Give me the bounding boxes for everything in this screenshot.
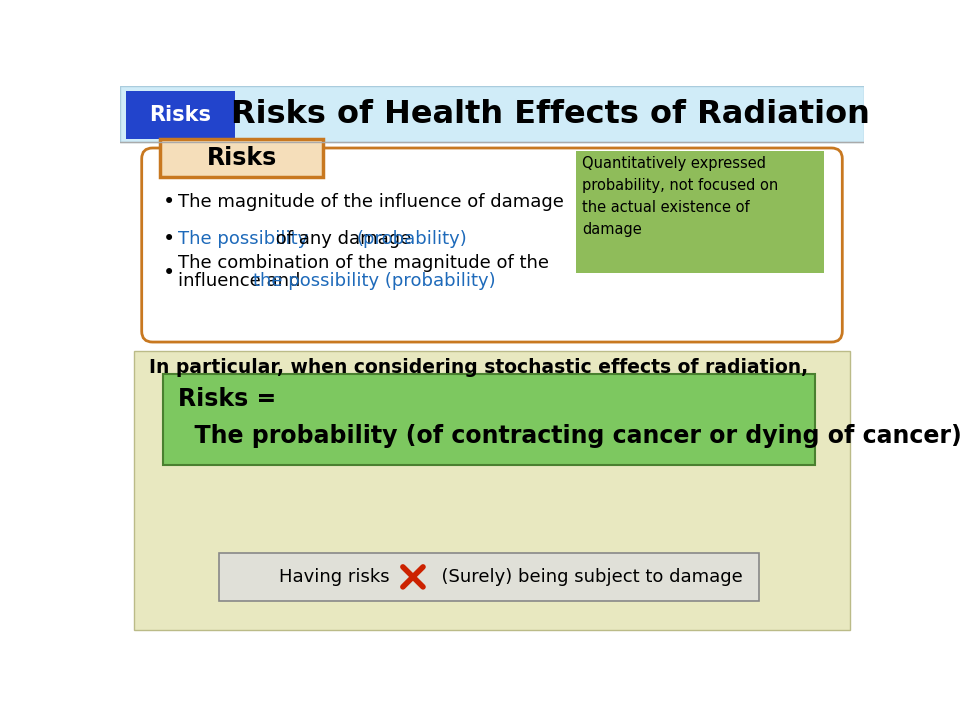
Text: Quantitatively expressed
probability, not focused on
the actual existence of
dam: Quantitatively expressed probability, no… [582,156,779,238]
Text: The combination of the magnitude of the: The combination of the magnitude of the [179,254,549,272]
Text: Risks: Risks [206,146,276,170]
Text: Risks: Risks [150,105,211,125]
Text: Risks =: Risks = [179,387,276,411]
Text: of any damage: of any damage [270,230,417,248]
Text: (probability): (probability) [356,230,468,248]
Text: the possibility (probability): the possibility (probability) [252,272,495,290]
Text: influence and: influence and [179,272,306,290]
Text: •: • [162,229,175,249]
Text: Having risks: Having risks [278,568,390,586]
FancyBboxPatch shape [219,553,758,600]
FancyBboxPatch shape [576,151,824,273]
FancyBboxPatch shape [134,351,850,630]
Text: (Surely) being subject to damage: (Surely) being subject to damage [430,568,743,586]
FancyBboxPatch shape [162,374,815,465]
FancyBboxPatch shape [126,91,234,139]
Text: Risks of Health Effects of Radiation: Risks of Health Effects of Radiation [230,99,870,130]
FancyBboxPatch shape [160,139,324,177]
Text: The magnitude of the influence of damage: The magnitude of the influence of damage [179,193,564,211]
Text: The possibility: The possibility [179,230,308,248]
Text: •: • [162,192,175,212]
FancyBboxPatch shape [142,148,842,342]
Text: In particular, when considering stochastic effects of radiation,: In particular, when considering stochast… [150,358,808,377]
FancyBboxPatch shape [120,86,864,142]
Text: •: • [162,263,175,283]
Text: The probability (of contracting cancer or dying of cancer): The probability (of contracting cancer o… [179,424,960,448]
